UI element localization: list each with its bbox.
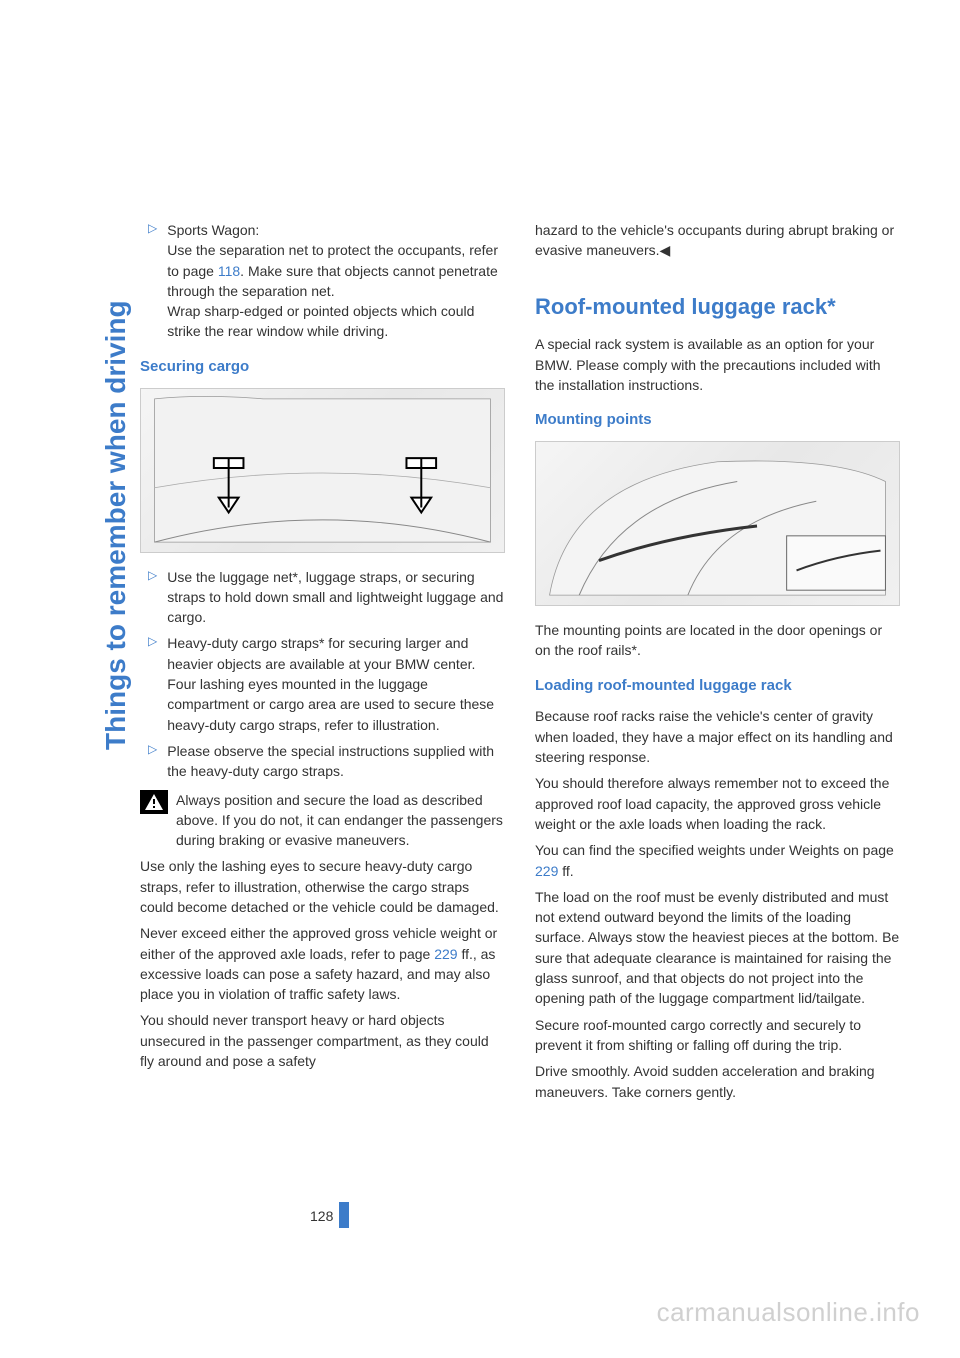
watermark-text: carmanualsonline.info [657,1297,920,1328]
page-link-229[interactable]: 229 [434,946,457,962]
bullet-heavy-duty-straps: ▷ Heavy-duty cargo straps* for securing … [140,633,505,734]
loading-p3b: ff. [558,863,573,879]
roof-rack-heading: Roof-mounted luggage rack* [535,291,900,323]
content-columns: ▷ Sports Wagon: Use the separation net t… [140,220,900,1108]
page-number: 128 [310,1208,333,1228]
cargo-securing-figure [140,388,505,553]
bullet-text: Please observe the special instructions … [167,741,505,782]
page-link-118[interactable]: 118 [218,263,240,279]
page-link-229b[interactable]: 229 [535,863,558,879]
page-number-box: 128 [310,1202,349,1228]
page-marker-icon [339,1202,349,1228]
warning-paragraph-4: You should never transport heavy or hard… [140,1010,505,1071]
left-column: ▷ Sports Wagon: Use the separation net t… [140,220,505,1108]
warning-block: Always position and secure the load as d… [140,790,505,851]
loading-p2: You should therefore always remember not… [535,773,900,834]
triangle-bullet-icon: ▷ [148,633,157,734]
mounting-points-figure [535,441,900,606]
bullet-special-instructions: ▷ Please observe the special instruction… [140,741,505,782]
triangle-bullet-icon: ▷ [148,741,157,782]
loading-p5: Secure roof-mounted cargo correctly and … [535,1015,900,1056]
bullet-text: Sports Wagon: Use the separation net to … [167,220,505,342]
continuation-text: hazard to the vehicle's occupants during… [535,220,900,261]
bullet-luggage-net: ▷ Use the luggage net*, luggage straps, … [140,567,505,628]
manual-page: Things to remember when driving ▷ Sports… [0,0,960,1358]
mounting-points-heading: Mounting points [535,409,900,431]
loading-p3a: You can find the specified weights under… [535,842,894,858]
loading-p1: Because roof racks raise the vehicle's c… [535,706,900,767]
loading-p6: Drive smoothly. Avoid sudden acceleratio… [535,1061,900,1102]
triangle-bullet-icon: ▷ [148,567,157,628]
bullet-text: Use the luggage net*, luggage straps, or… [167,567,505,628]
roof-p1: A special rack system is available as an… [535,334,900,395]
warning-icon [140,790,168,814]
sidebar-section-title: Things to remember when driving [100,300,132,750]
bullet-label: Sports Wagon: [167,222,259,238]
bullet-sports-wagon: ▷ Sports Wagon: Use the separation net t… [140,220,505,342]
loading-p3: You can find the specified weights under… [535,840,900,881]
loading-roof-heading: Loading roof-mounted luggage rack [535,675,900,697]
bullet-text: Heavy-duty cargo straps* for securing la… [167,633,505,734]
mounting-p1: The mounting points are located in the d… [535,620,900,661]
bullet-body-1c: Wrap sharp-edged or pointed objects whic… [167,303,474,339]
warning-paragraph-2: Use only the lashing eyes to secure heav… [140,856,505,917]
right-column: hazard to the vehicle's occupants during… [535,220,900,1108]
loading-p4: The load on the roof must be evenly dist… [535,887,900,1009]
warning-paragraph-3: Never exceed either the approved gross v… [140,923,505,1004]
triangle-bullet-icon: ▷ [148,220,157,342]
warning-text-1: Always position and secure the load as d… [176,790,505,851]
securing-cargo-heading: Securing cargo [140,356,505,378]
